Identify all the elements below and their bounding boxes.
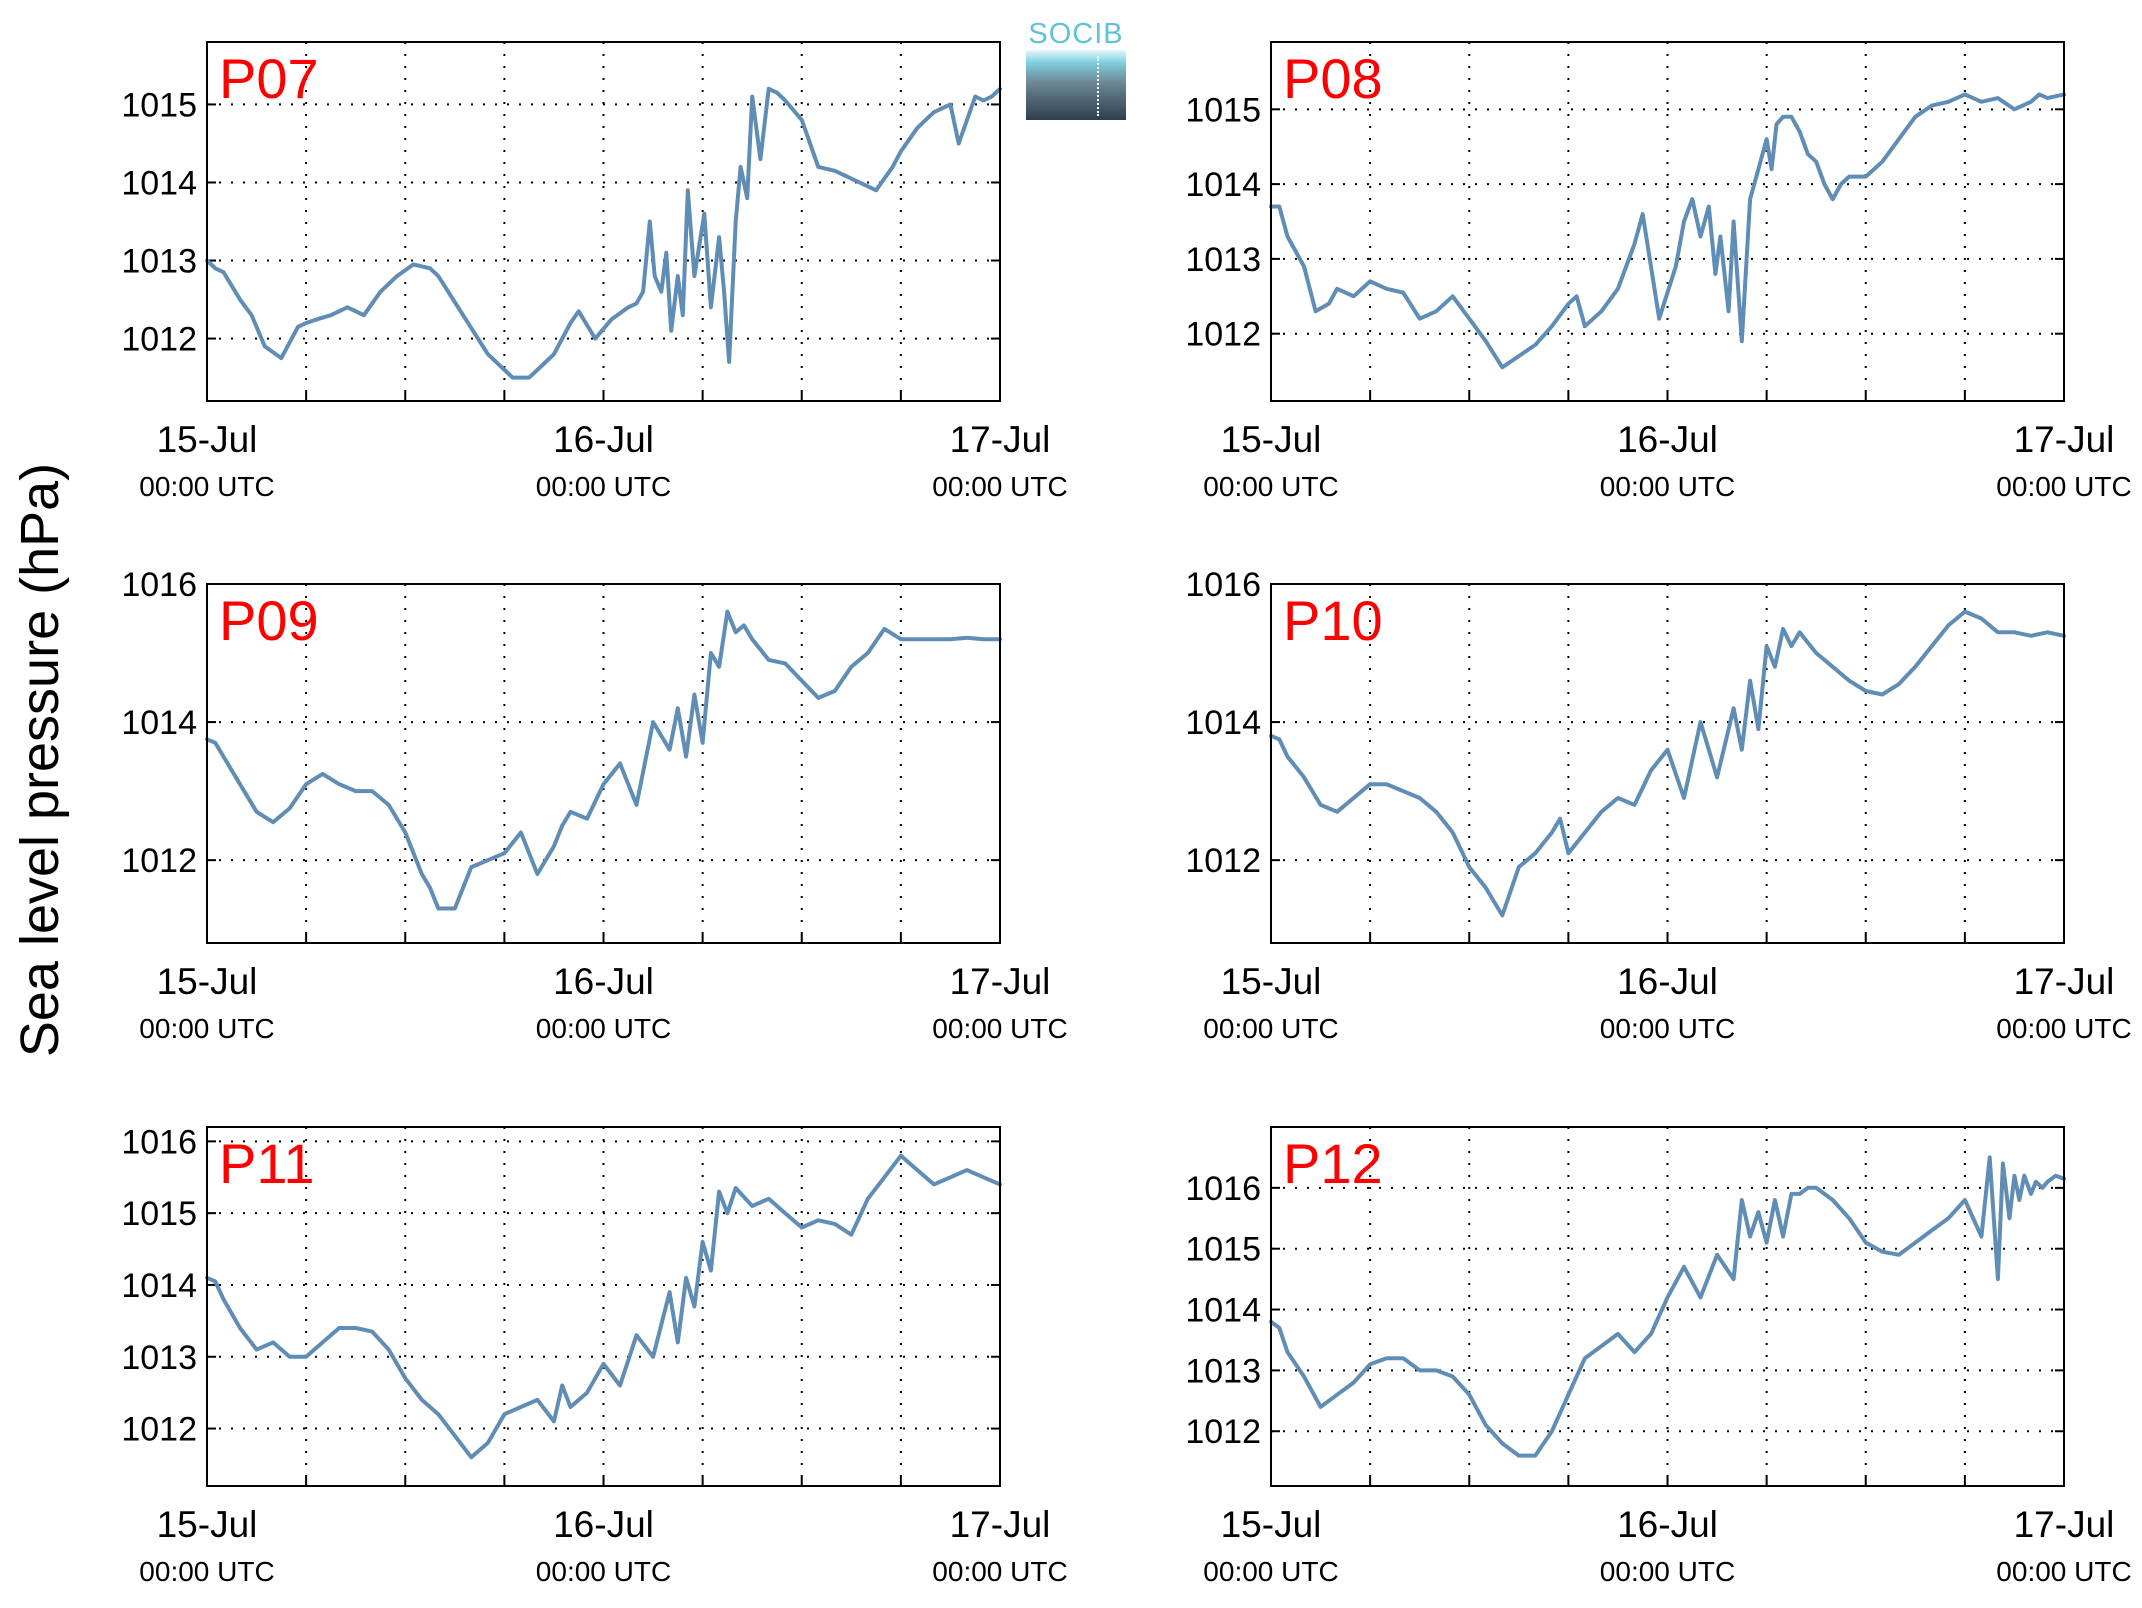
axes-frame (206, 583, 1001, 944)
panel-p12: 1012 1013 1014 1015 1016 15-Jul 00:00 UTC 16-Ju… (1185, 1126, 2132, 1587)
logo-gradient (1026, 50, 1126, 120)
x-tick-label: 17-Jul (950, 961, 1051, 1002)
panel-p07: 1012 1013 1014 1015 15-Jul 00:00 UTC 16-Jul 00:… (121, 41, 1068, 502)
series-line (1269, 92, 2066, 370)
x-tick-sublabel: 00:00 UTC (1203, 1556, 1338, 1587)
x-tick-sublabel: 00:00 UTC (536, 1556, 671, 1587)
y-tick-label: 1014 (1185, 1292, 1261, 1330)
series-line (205, 86, 1002, 380)
x-tick-label: 15-Jul (1221, 419, 1322, 460)
y-tick-label: 1014 (121, 164, 197, 202)
y-tick-label: 1014 (1185, 704, 1261, 742)
y-axis-label: Sea level pressure (hPa) (10, 463, 70, 1057)
axes-frame (1270, 41, 2065, 402)
x-tick-sublabel: 00:00 UTC (932, 1013, 1067, 1044)
series-line (205, 1153, 1002, 1460)
x-tick-sublabel: 00:00 UTC (932, 471, 1067, 502)
panel-label: P07 (219, 47, 319, 110)
x-tick-sublabel: 00:00 UTC (1996, 1556, 2131, 1587)
panel-label: P08 (1283, 47, 1383, 110)
x-tick-label: 16-Jul (553, 961, 654, 1002)
x-tick-label: 16-Jul (553, 1504, 654, 1545)
axes-frame (1270, 1126, 2065, 1487)
y-tick-label: 1013 (1185, 1352, 1261, 1390)
x-tick-sublabel: 00:00 UTC (1600, 1556, 1735, 1587)
axes-frame (206, 41, 1001, 402)
socib-logo: SOCIB (1026, 16, 1126, 121)
x-tick-sublabel: 00:00 UTC (1600, 471, 1735, 502)
y-tick-label: 1013 (121, 1339, 197, 1377)
x-tick-sublabel: 00:00 UTC (139, 1013, 274, 1044)
x-tick-label: 17-Jul (950, 1504, 1051, 1545)
x-tick-sublabel: 00:00 UTC (1996, 471, 2131, 502)
panel-p10: 1012 1014 1016 15-Jul 00:00 UTC 16-Jul 00:00 U… (1185, 566, 2131, 1044)
y-tick-label: 1012 (1185, 316, 1261, 354)
y-tick-label: 1013 (121, 243, 197, 281)
panel-label: P09 (219, 589, 319, 652)
y-tick-label: 1013 (1185, 241, 1261, 279)
x-tick-sublabel: 00:00 UTC (1600, 1013, 1735, 1044)
x-tick-label: 17-Jul (2014, 1504, 2115, 1545)
logo-dotted-line (1097, 56, 1099, 116)
x-tick-sublabel: 00:00 UTC (139, 471, 274, 502)
axes-frame (206, 1126, 1001, 1487)
panel-label: P12 (1283, 1132, 1383, 1195)
x-tick-label: 15-Jul (1221, 1504, 1322, 1545)
axes-frame (1270, 583, 2065, 944)
x-tick-label: 15-Jul (157, 961, 258, 1002)
x-tick-label: 16-Jul (1617, 419, 1718, 460)
x-tick-sublabel: 00:00 UTC (1203, 1013, 1338, 1044)
y-tick-label: 1015 (121, 1195, 197, 1233)
logo-text: SOCIB (1028, 18, 1124, 50)
y-tick-label: 1016 (1185, 1170, 1261, 1208)
y-tick-label: 1016 (121, 1123, 197, 1161)
y-tick-label: 1015 (121, 86, 197, 124)
x-tick-label: 15-Jul (1221, 961, 1322, 1002)
panel-p09: 1012 1014 1016 15-Jul 00:00 UTC 16-Jul 00:00 U… (121, 566, 1067, 1044)
x-tick-sublabel: 00:00 UTC (1203, 471, 1338, 502)
y-tick-label: 1012 (121, 321, 197, 359)
y-tick-label: 1016 (1185, 566, 1261, 604)
panel-label: P10 (1283, 589, 1383, 652)
y-tick-label: 1012 (1185, 842, 1261, 880)
x-tick-sublabel: 00:00 UTC (1996, 1013, 2131, 1044)
x-tick-sublabel: 00:00 UTC (536, 1013, 671, 1044)
y-tick-label: 1012 (121, 1411, 197, 1449)
x-tick-label: 15-Jul (157, 1504, 258, 1545)
x-tick-label: 17-Jul (2014, 961, 2115, 1002)
y-tick-label: 1014 (1185, 166, 1261, 204)
x-tick-label: 15-Jul (157, 419, 258, 460)
x-tick-label: 16-Jul (1617, 961, 1718, 1002)
y-tick-label: 1014 (121, 1267, 197, 1305)
y-tick-label: 1014 (121, 704, 197, 742)
x-tick-sublabel: 00:00 UTC (139, 1556, 274, 1587)
y-tick-label: 1012 (121, 842, 197, 880)
series-line (1269, 609, 2066, 918)
x-tick-sublabel: 00:00 UTC (536, 471, 671, 502)
panel-label: P11 (219, 1132, 314, 1195)
panels: 1012 1013 1014 1015 15-Jul 00:00 UTC 16-Jul 00:… (121, 41, 2132, 1587)
x-tick-label: 16-Jul (553, 419, 654, 460)
y-tick-label: 1012 (1185, 1413, 1261, 1451)
panel-p11: 1012 1013 1014 1015 1016 15-Jul 00:00 UTC 16-Ju… (121, 1123, 1067, 1587)
x-tick-sublabel: 00:00 UTC (932, 1556, 1067, 1587)
x-tick-label: 17-Jul (950, 419, 1051, 460)
x-tick-label: 17-Jul (2014, 419, 2115, 460)
series-line (205, 609, 1002, 911)
series-line (1269, 1155, 2066, 1458)
panel-p08: 1012 1013 1014 1015 15-Jul 00:00 UTC 16-Jul 00:… (1185, 41, 2132, 502)
y-tick-label: 1015 (1185, 1231, 1261, 1269)
y-tick-label: 1015 (1185, 91, 1261, 129)
y-tick-label: 1016 (121, 566, 197, 604)
x-tick-label: 16-Jul (1617, 1504, 1718, 1545)
